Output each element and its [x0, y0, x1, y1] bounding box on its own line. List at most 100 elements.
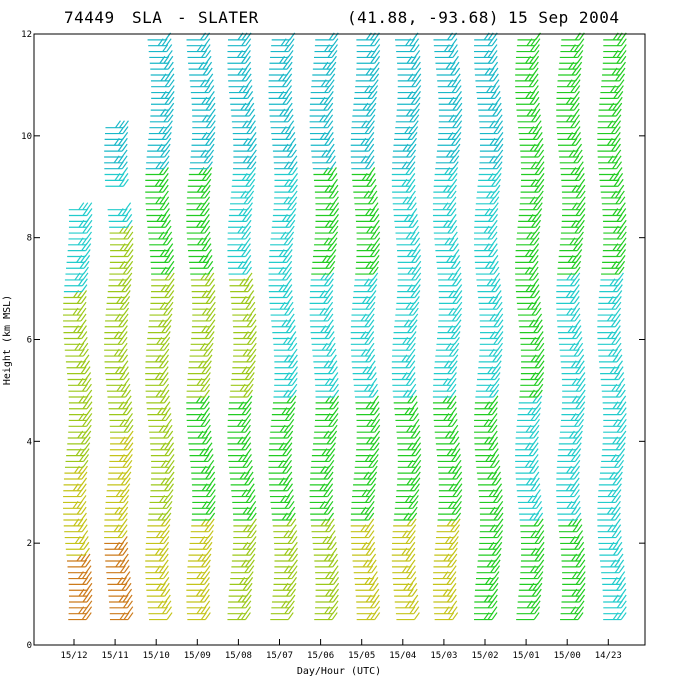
- x-tick-label: 15/08: [225, 651, 252, 661]
- wind-barb-feather: [84, 366, 91, 374]
- wind-barb-feather: [536, 582, 543, 591]
- wind-barb-feather: [328, 79, 335, 88]
- wind-barb-feather: [371, 465, 378, 474]
- wind-barb-feather: [411, 512, 418, 521]
- wind-barb-feather: [162, 237, 169, 246]
- wind-barb-feather: [537, 331, 544, 339]
- wind-barb-feather: [250, 325, 257, 333]
- wind-barb-feather: [531, 495, 538, 503]
- wind-barb-feather: [535, 214, 542, 222]
- wind-barb-feather: [286, 284, 293, 292]
- wind-barb-feather: [407, 214, 414, 222]
- wind-barb-feather: [371, 284, 378, 292]
- wind-barb-feather: [531, 307, 538, 316]
- wind-barb-feather: [620, 395, 627, 404]
- wind-barb-feather: [532, 454, 539, 462]
- wind-barb-feather: [496, 489, 503, 497]
- wind-barb-feather: [534, 600, 541, 609]
- wind-barb-feather: [496, 348, 503, 357]
- wind-barb-feather: [491, 477, 498, 486]
- wind-barb-feather: [373, 67, 380, 76]
- wind-barb-feather: [413, 108, 420, 117]
- wind-barb-feather: [410, 524, 417, 533]
- wind-barb-feather: [164, 214, 171, 222]
- wind-barb-feather: [82, 342, 89, 351]
- wind-barb-feather: [291, 348, 298, 357]
- wind-barb-feather: [82, 530, 89, 538]
- wind-barb-feather: [327, 120, 334, 129]
- wind-barb-feather: [577, 536, 584, 544]
- wind-barb-feather: [249, 366, 256, 374]
- wind-barb-feather: [455, 454, 462, 462]
- wind-barb-feather: [291, 173, 298, 181]
- wind-barb-feather: [617, 173, 624, 181]
- wind-barb-feather: [122, 126, 129, 134]
- wind-barb-feather: [326, 167, 333, 175]
- wind-barb-feather: [374, 225, 381, 234]
- wind-barb-feather: [290, 143, 297, 152]
- wind-barb-feather: [161, 38, 168, 47]
- wind-barb-feather: [327, 483, 334, 492]
- wind-barb-feather: [287, 489, 294, 497]
- wind-barb-feather: [332, 219, 339, 228]
- x-axis: 15/12 15/11 15/10 15/09 15/08 15/07 15/06 15/05…: [60, 639, 622, 661]
- wind-barb-feather: [121, 348, 128, 357]
- wind-barb-feather: [208, 524, 215, 533]
- wind-barb-feather: [85, 237, 92, 246]
- wind-barb-feather: [203, 454, 210, 462]
- wind-barb-feather: [369, 173, 376, 181]
- wind-barb-feather: [620, 594, 627, 603]
- wind-barb-feather: [373, 255, 380, 263]
- wind-barb-feather: [452, 536, 459, 544]
- wind-barb-feather: [209, 495, 216, 503]
- wind-barb-feather: [333, 577, 340, 585]
- wind-barb-feather: [127, 243, 134, 251]
- wind-barb-feather: [532, 255, 539, 263]
- wind-barb-feather: [409, 354, 416, 363]
- wind-barb-feather: [327, 114, 334, 123]
- wind-barb-feather: [245, 249, 252, 257]
- wind-barb-feather: [495, 284, 502, 292]
- wind-barb-feather: [288, 600, 295, 609]
- wind-barb-feather: [370, 477, 377, 486]
- wind-barb-feather: [121, 325, 128, 333]
- wind-barb-feather: [615, 108, 622, 117]
- wind-barb-feather: [574, 79, 581, 88]
- wind-barb-feather: [164, 524, 171, 533]
- wind-barb-feather: [616, 167, 623, 175]
- wind-barb-feather: [538, 559, 545, 568]
- wind-barb-feather: [492, 442, 499, 451]
- wind-barb-feather: [86, 606, 93, 615]
- wind-barb-feather: [494, 559, 501, 568]
- wind-barb-feather: [163, 196, 170, 205]
- wind-barb-feather: [536, 506, 543, 515]
- wind-barb-feather: [331, 424, 338, 433]
- wind-barb-feather: [489, 459, 496, 468]
- wind-barb-feather: [578, 413, 585, 421]
- wind-barb-feather: [82, 202, 89, 211]
- wind-barb-feather: [122, 500, 129, 509]
- wind-barb-feather: [207, 260, 214, 269]
- wind-barb-feather: [455, 79, 462, 88]
- wind-barb-feather: [455, 85, 462, 93]
- wind-barb-feather: [329, 336, 336, 345]
- wind-barb-feather: [286, 67, 293, 76]
- wind-barb-feather: [86, 202, 93, 211]
- wind-barb-feather: [331, 50, 338, 58]
- wind-barb-feather: [490, 85, 496, 93]
- wind-barb-feather: [573, 477, 580, 486]
- wind-barb-feather: [80, 512, 87, 521]
- wind-barb-feather: [456, 471, 463, 480]
- wind-barb-feather: [86, 588, 93, 597]
- wind-barb-feather: [620, 219, 627, 228]
- wind-barb-feather: [538, 348, 545, 357]
- x-tick-label: 15/01: [513, 651, 540, 661]
- wind-barb-feather: [538, 530, 545, 538]
- wind-barb-feather: [122, 132, 129, 140]
- wind-barb-feather: [161, 413, 168, 421]
- wind-barb-feather: [204, 612, 211, 620]
- wind-barb-feather: [163, 342, 170, 351]
- wind-barb-feather: [370, 178, 377, 187]
- wind-barb-feather: [615, 155, 622, 164]
- wind-barb-feather: [532, 319, 539, 328]
